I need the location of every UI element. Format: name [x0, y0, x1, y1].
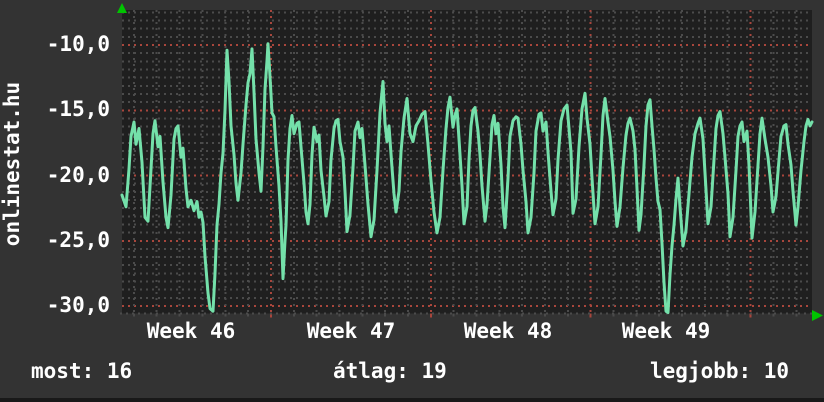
bottom-strip	[0, 398, 824, 402]
y-axis-arrow-icon	[117, 3, 127, 13]
x-axis-arrow-icon	[812, 310, 823, 321]
y-tick-label: -20,0	[46, 162, 110, 187]
y-tick-label: -25,0	[46, 227, 110, 252]
x-tick-label: Week 48	[463, 319, 553, 343]
y-tick-label: -15,0	[46, 97, 110, 122]
x-tick-label: Week 46	[146, 319, 236, 343]
x-tick-label: Week 49	[621, 319, 711, 343]
stat-atlag: átlag: 19	[333, 359, 447, 383]
y-tick-label: -30,0	[46, 293, 110, 318]
watermark-vertical-label: onlinestat.hu	[0, 81, 24, 247]
stat-legjobb: legjobb: 10	[650, 359, 790, 383]
stat-most: most: 16	[31, 359, 133, 383]
x-tick-label: Week 47	[306, 319, 396, 343]
y-tick-label: -10,0	[46, 32, 110, 57]
series-line	[120, 42, 814, 314]
